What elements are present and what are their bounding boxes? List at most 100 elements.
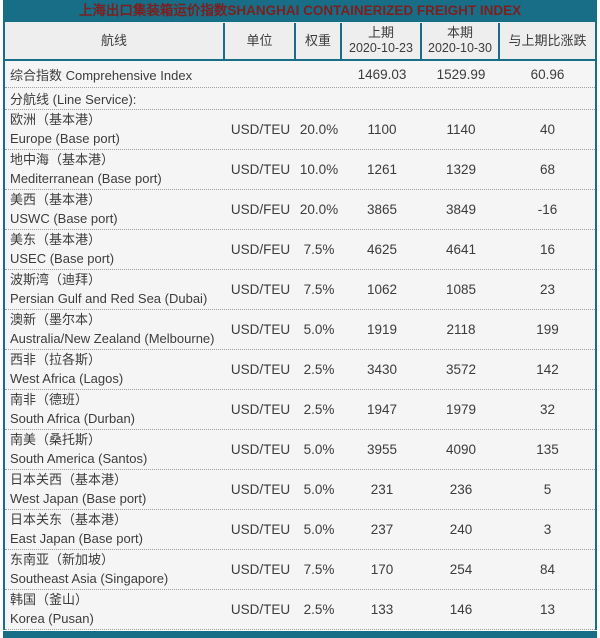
route-previous-value: 1062 [366, 282, 398, 297]
route-previous-value: 3430 [366, 362, 398, 377]
column-header-weight: 权重 [296, 23, 342, 59]
table-title: 上海出口集装箱运价指数SHANGHAI CONTAINERIZED FREIGH… [3, 0, 597, 22]
route-unit: USD/TEU [230, 482, 291, 497]
route-row: 欧洲（基本港） Europe (Base port) USD/TEU 20.0%… [5, 110, 595, 150]
route-row: 东南亚（新加坡） Southeast Asia (Singapore) USD/… [5, 550, 595, 590]
route-change-value: -16 [537, 202, 558, 217]
route-previous-value: 1947 [366, 402, 398, 417]
route-current-value: 4641 [445, 242, 477, 257]
route-change-value: 68 [539, 162, 556, 177]
route-name-cn: 波斯湾（迪拜） [10, 272, 102, 288]
route-current-value: 1979 [445, 402, 477, 417]
route-weight: 20.0% [299, 122, 339, 137]
route-row: 韩国（釜山） Korea (Pusan) USD/TEU 2.5% 133 14… [5, 590, 595, 630]
column-header-unit-label: 单位 [246, 32, 273, 48]
route-row: 地中海（基本港） Mediterranean (Base port) USD/T… [5, 150, 595, 190]
scfi-page: 上海出口集装箱运价指数SHANGHAI CONTAINERIZED FREIGH… [3, 0, 597, 638]
route-unit: USD/TEU [230, 322, 291, 337]
route-change-value: 32 [539, 402, 556, 417]
table-bottom-bar [3, 631, 597, 638]
route-row: 南非（德班） South Africa (Durban) USD/TEU 2.5… [5, 390, 595, 430]
route-unit: USD/TEU [230, 162, 291, 177]
route-name: 地中海（基本港） Mediterranean (Base port) [5, 151, 225, 187]
route-name-cn: 日本关西（基本港） [10, 472, 128, 488]
route-change-value: 16 [539, 242, 556, 257]
route-unit: USD/TEU [230, 442, 291, 457]
route-row: 波斯湾（迪拜） Persian Gulf and Red Sea (Dubai)… [5, 270, 595, 310]
route-name-en: East Japan (Base port) [10, 530, 143, 546]
route-change-value: 40 [539, 122, 556, 137]
route-current-value: 3572 [445, 362, 477, 377]
route-row: 南美（桑托斯） South America (Santos) USD/TEU 5… [5, 430, 595, 470]
route-unit: USD/TEU [230, 282, 291, 297]
route-name: 澳新（墨尔本） Australia/New Zealand (Melbourne… [5, 311, 225, 347]
route-name-cn: 韩国（釜山） [10, 592, 89, 608]
route-change-value: 142 [536, 362, 559, 377]
route-name-en: West Japan (Base port) [10, 490, 147, 506]
scfi-table: 上海出口集装箱运价指数SHANGHAI CONTAINERIZED FREIGH… [3, 0, 597, 638]
route-weight: 2.5% [303, 402, 335, 417]
route-name: 西非（拉各斯） West Africa (Lagos) [5, 351, 225, 387]
column-header-route: 航线 [5, 23, 225, 59]
route-weight: 5.0% [303, 322, 335, 337]
route-name-en: Europe (Base port) [10, 130, 120, 146]
route-previous-value: 231 [370, 482, 394, 497]
route-current-value: 3849 [445, 202, 477, 217]
column-header-previous-label: 上期 [367, 25, 394, 41]
route-name: 美东（基本港） USEC (Base port) [5, 231, 225, 267]
route-name: 美西（基本港） USWC (Base port) [5, 191, 225, 227]
route-name-en: USEC (Base port) [10, 250, 115, 266]
route-name-cn: 美东（基本港） [10, 232, 102, 248]
route-weight: 10.0% [299, 162, 339, 177]
route-current-value: 1085 [445, 282, 477, 297]
route-name-cn: 东南亚（新加坡） [10, 552, 115, 568]
route-previous-value: 237 [370, 522, 394, 537]
column-header-current-date: 2020-10-30 [428, 41, 492, 56]
route-unit: USD/FEU [230, 242, 291, 257]
route-name: 欧洲（基本港） Europe (Base port) [5, 111, 225, 147]
route-name-en: South Africa (Durban) [10, 410, 136, 426]
route-change-value: 5 [543, 482, 552, 497]
route-name: 韩国（釜山） Korea (Pusan) [5, 591, 225, 627]
route-name: 日本关东（基本港） East Japan (Base port) [5, 511, 225, 547]
route-row: 西非（拉各斯） West Africa (Lagos) USD/TEU 2.5%… [5, 350, 595, 390]
route-previous-value: 170 [370, 562, 394, 577]
route-unit: USD/TEU [230, 362, 291, 377]
route-previous-value: 1919 [366, 322, 398, 337]
route-change-value: 135 [536, 442, 559, 457]
comprehensive-index-previous: 1469.03 [357, 66, 407, 82]
route-weight: 2.5% [303, 602, 335, 617]
line-service-label: 分航线 (Line Service): [10, 92, 137, 107]
route-current-value: 4090 [445, 442, 477, 457]
route-name-en: Persian Gulf and Red Sea (Dubai) [10, 290, 208, 306]
column-header-current-label: 本期 [446, 25, 473, 41]
column-header-previous: 上期 2020-10-23 [342, 23, 422, 59]
route-name-en: Mediterranean (Base port) [10, 170, 162, 186]
route-weight: 5.0% [303, 482, 335, 497]
route-current-value: 240 [449, 522, 473, 537]
route-name-en: West Africa (Lagos) [10, 370, 124, 386]
route-weight: 7.5% [303, 242, 335, 257]
route-change-value: 13 [539, 602, 556, 617]
route-previous-value: 1261 [366, 162, 398, 177]
route-previous-value: 4625 [366, 242, 398, 257]
comprehensive-index-current: 1529.99 [436, 66, 486, 82]
route-previous-value: 3955 [366, 442, 398, 457]
column-header-route-label: 航线 [100, 32, 127, 48]
route-name: 日本关西（基本港） West Japan (Base port) [5, 471, 225, 507]
route-name: 东南亚（新加坡） Southeast Asia (Singapore) [5, 551, 225, 587]
route-name-en: USWC (Base port) [10, 210, 118, 226]
route-row: 美西（基本港） USWC (Base port) USD/FEU 20.0% 3… [5, 190, 595, 230]
route-weight: 5.0% [303, 522, 335, 537]
route-name-en: Korea (Pusan) [10, 610, 94, 626]
route-weight: 2.5% [303, 362, 335, 377]
route-current-value: 236 [449, 482, 473, 497]
route-weight: 5.0% [303, 442, 335, 457]
route-row: 澳新（墨尔本） Australia/New Zealand (Melbourne… [5, 310, 595, 350]
column-header-change: 与上期比涨跌 [500, 23, 595, 59]
route-name: 南美（桑托斯） South America (Santos) [5, 431, 225, 467]
table-header-row: 航线 单位 权重 上期 2020-10-23 本期 2020-10-30 与上期 [5, 22, 595, 61]
route-name-en: South America (Santos) [10, 450, 148, 466]
table-body: 航线 单位 权重 上期 2020-10-23 本期 2020-10-30 与上期 [3, 22, 597, 630]
route-name-cn: 地中海（基本港） [10, 152, 115, 168]
